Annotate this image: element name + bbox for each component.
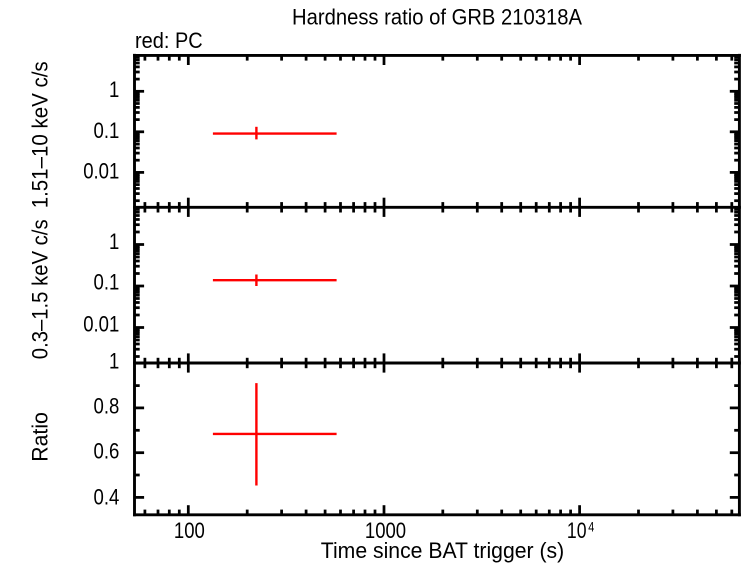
svg-text:1.51–10 keV c/s: 1.51–10 keV c/s bbox=[28, 61, 53, 208]
svg-text:Hardness ratio of GRB 210318A: Hardness ratio of GRB 210318A bbox=[292, 4, 582, 29]
svg-text:1: 1 bbox=[109, 229, 119, 254]
svg-text:0.6: 0.6 bbox=[94, 439, 120, 464]
svg-text:0.01: 0.01 bbox=[83, 158, 119, 183]
svg-text:0.1: 0.1 bbox=[94, 270, 120, 295]
svg-text:Time since BAT trigger (s): Time since BAT trigger (s) bbox=[321, 538, 564, 563]
svg-text:0.8: 0.8 bbox=[94, 394, 120, 419]
svg-text:1000: 1000 bbox=[365, 518, 406, 543]
svg-text:0.3–1.5 keV c/s: 0.3–1.5 keV c/s bbox=[28, 219, 53, 359]
svg-text:0.01: 0.01 bbox=[83, 312, 119, 337]
svg-text:red: PC: red: PC bbox=[135, 28, 203, 53]
svg-text:4: 4 bbox=[588, 520, 594, 535]
svg-text:Ratio: Ratio bbox=[27, 412, 52, 462]
svg-text:10: 10 bbox=[567, 518, 587, 543]
svg-text:100: 100 bbox=[174, 518, 205, 543]
svg-text:0.4: 0.4 bbox=[94, 485, 120, 510]
svg-text:0.1: 0.1 bbox=[94, 118, 120, 143]
svg-text:1: 1 bbox=[109, 77, 119, 102]
svg-text:1: 1 bbox=[109, 349, 119, 374]
